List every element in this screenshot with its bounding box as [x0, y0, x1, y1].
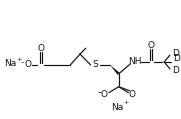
Text: –: – — [97, 88, 101, 97]
Text: O: O — [24, 60, 31, 69]
Text: O: O — [147, 41, 154, 50]
Text: +: + — [123, 100, 128, 105]
Polygon shape — [110, 65, 120, 75]
Text: D: D — [173, 54, 180, 62]
Text: D: D — [172, 66, 179, 75]
Text: NH: NH — [128, 57, 142, 67]
Text: S: S — [93, 60, 98, 69]
Text: –: – — [20, 59, 24, 65]
Text: D: D — [172, 49, 179, 58]
Text: Na: Na — [4, 60, 16, 68]
Text: Na: Na — [111, 103, 123, 112]
Text: +: + — [16, 57, 21, 62]
Text: O: O — [38, 44, 45, 53]
Text: O: O — [101, 90, 108, 99]
Text: O: O — [129, 90, 136, 99]
